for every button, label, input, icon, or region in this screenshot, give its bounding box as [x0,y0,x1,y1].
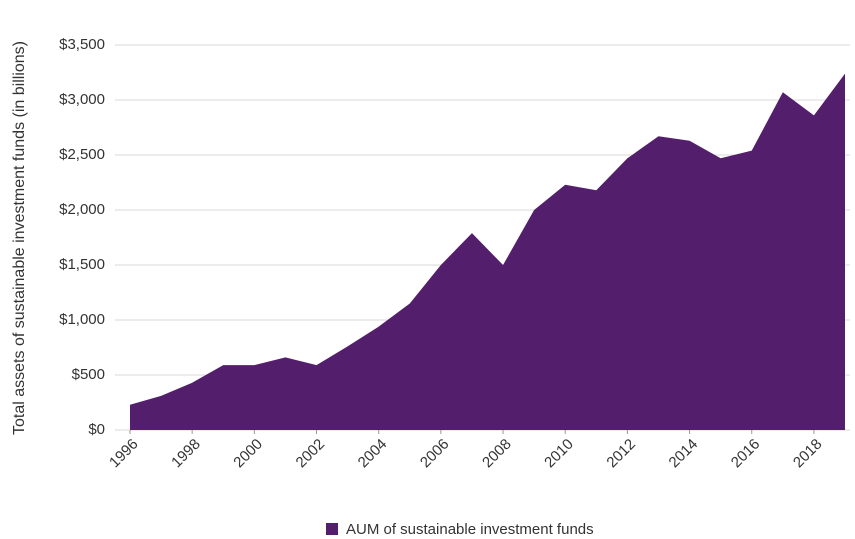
x-tick-label: 2000 [230,436,266,472]
y-tick-label: $0 [88,421,105,438]
x-tick-label: 2004 [355,436,391,472]
x-tick-label: 2018 [790,436,826,472]
y-tick-label: $2,000 [59,201,105,218]
x-tick-label: 2006 [417,436,453,472]
y-tick-label: $1,500 [59,256,105,273]
area [130,73,845,430]
x-tick-label: 1996 [106,436,142,472]
legend-item: AUM of sustainable investment funds [326,521,594,538]
x-tick-label: 1998 [168,436,204,472]
x-tick-label: 2016 [728,436,764,472]
x-tick-label: 2010 [541,436,577,472]
legend-label: AUM of sustainable investment funds [346,521,594,538]
x-tick-label: 2008 [479,436,515,472]
y-tick-label: $2,500 [59,146,105,163]
x-tick-label: 2002 [293,436,329,472]
y-tick-label: $1,000 [59,311,105,328]
legend-swatch [326,523,338,535]
y-tick-label: $3,000 [59,91,105,108]
y-tick-label: $500 [72,366,105,383]
x-tick-label: 2012 [603,436,639,472]
y-axis-label: Total assets of sustainable investment f… [11,41,28,435]
x-tick-label: 2014 [666,436,702,472]
y-tick-label: $3,500 [59,36,105,53]
